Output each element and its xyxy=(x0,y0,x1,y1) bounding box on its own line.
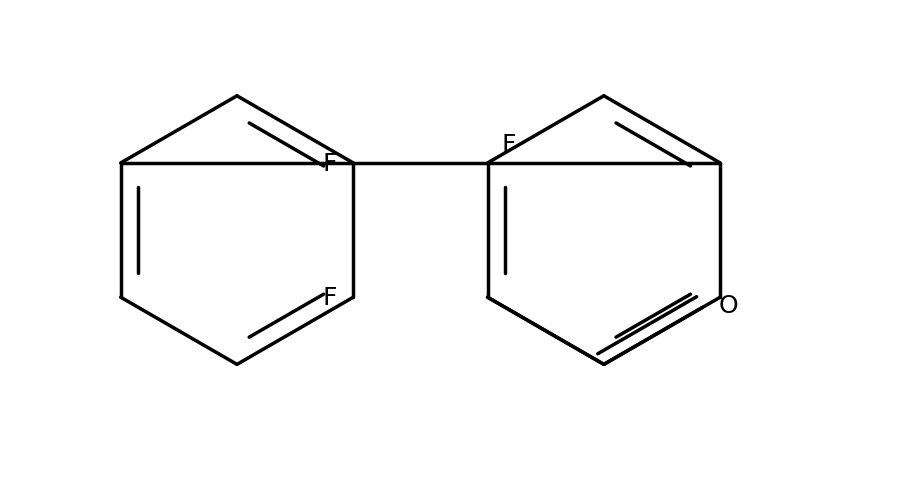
Text: F: F xyxy=(501,133,516,157)
Text: F: F xyxy=(322,285,337,309)
Text: O: O xyxy=(719,293,738,317)
Text: F: F xyxy=(322,152,337,176)
